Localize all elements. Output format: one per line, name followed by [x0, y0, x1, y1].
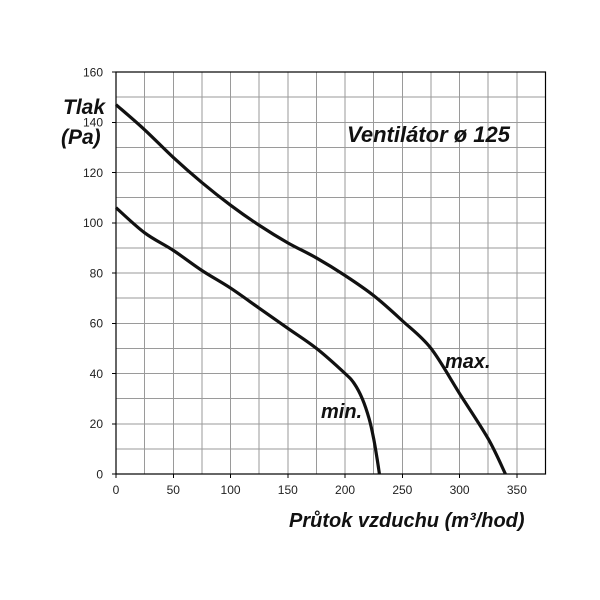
y-axis-unit: (Pa)	[61, 126, 101, 149]
y-axis-tick-labels: 0 20 40 60 80 100 120 140 160	[83, 65, 103, 481]
x-tick-label: 100	[221, 483, 241, 497]
x-tick-label: 350	[507, 483, 527, 497]
y-tick-label: 60	[90, 317, 104, 331]
y-tick-label: 160	[83, 65, 103, 79]
x-axis-tick-labels: 0 50 100 150 200 250 300 350	[113, 483, 528, 497]
axis-tick-marks	[112, 71, 518, 478]
y-tick-label: 120	[83, 166, 103, 180]
series-line-min	[114, 206, 382, 475]
y-tick-label: 140	[83, 116, 103, 130]
series-label-max: max.	[445, 351, 491, 373]
y-tick-label: 40	[90, 367, 104, 381]
series-line-max	[114, 103, 507, 475]
x-tick-label: 150	[278, 483, 298, 497]
x-tick-label: 300	[450, 483, 470, 497]
y-tick-label: 100	[83, 216, 103, 230]
x-tick-label: 50	[167, 483, 181, 497]
grid-lines	[116, 72, 546, 474]
y-tick-label: 20	[90, 417, 104, 431]
series-label-min: min.	[321, 401, 362, 423]
x-axis-label: Průtok vzduchu (m³/hod)	[289, 510, 525, 532]
series-lines	[114, 103, 507, 475]
x-tick-label: 0	[113, 483, 120, 497]
y-tick-label: 0	[96, 467, 103, 481]
y-axis-label: Tlak	[63, 96, 106, 119]
x-tick-label: 250	[392, 483, 412, 497]
chart-title: Ventilátor ø 125	[347, 122, 511, 147]
y-tick-label: 80	[90, 266, 104, 280]
x-tick-label: 200	[335, 483, 355, 497]
